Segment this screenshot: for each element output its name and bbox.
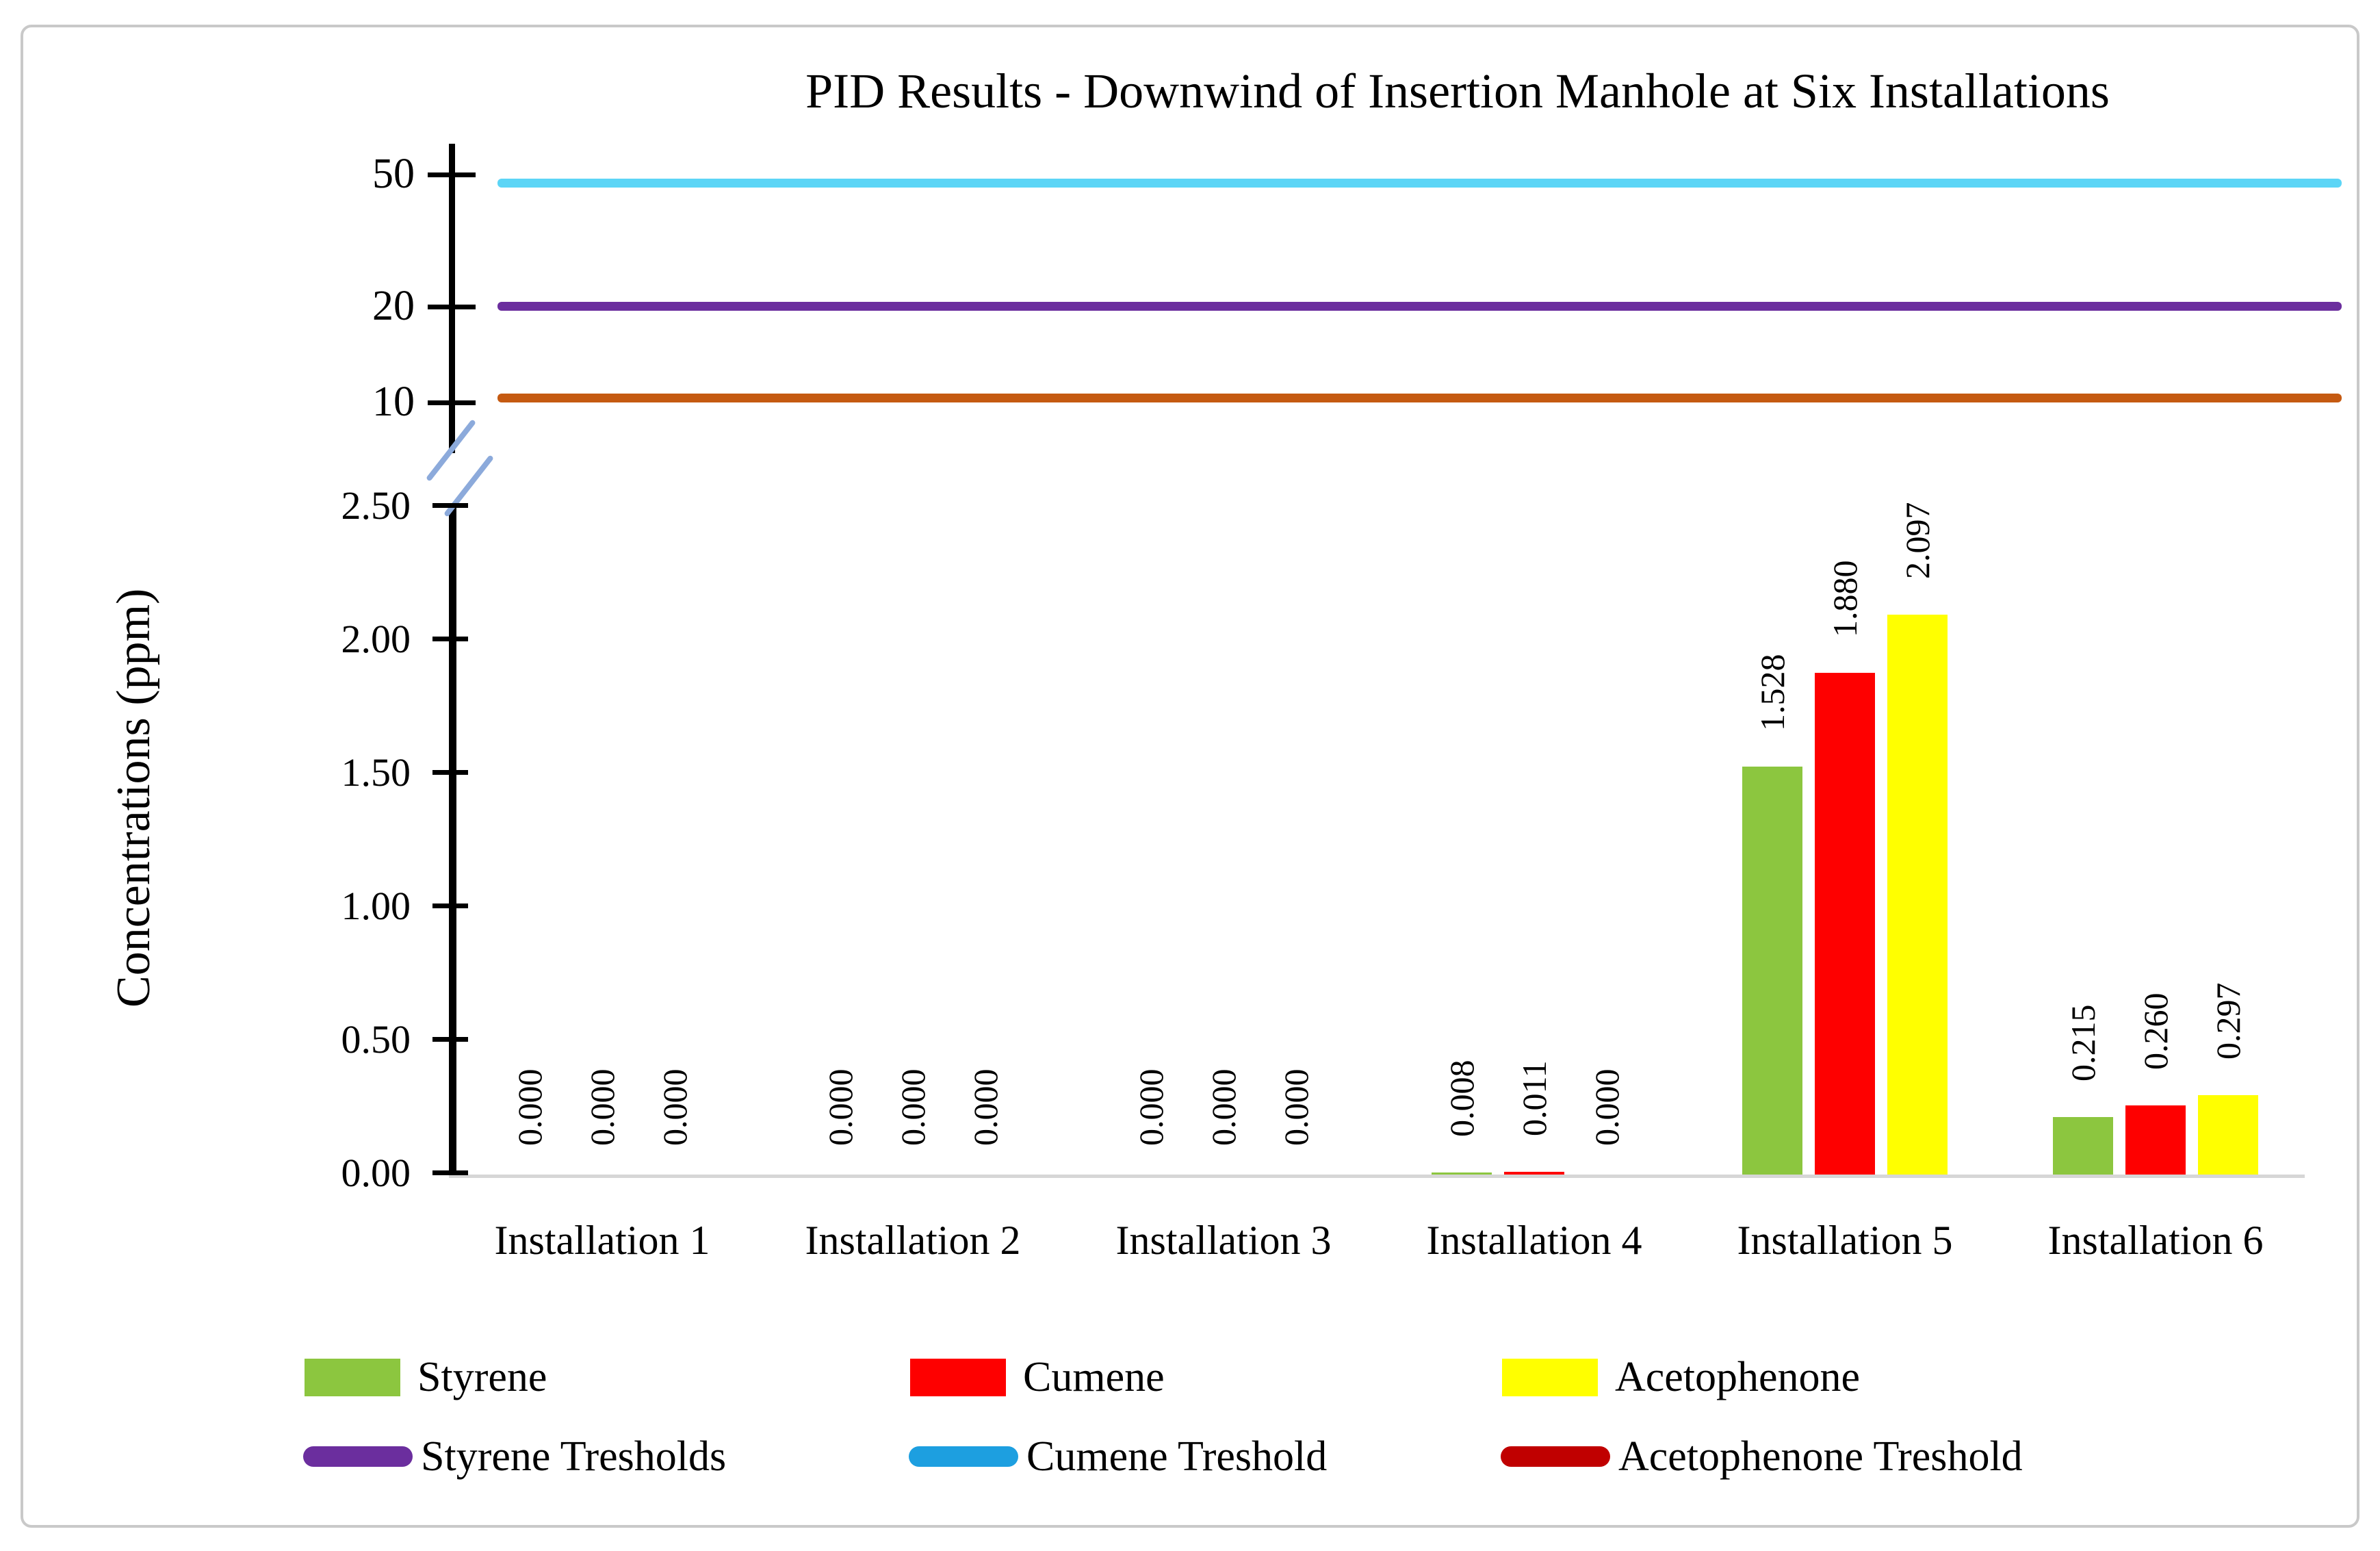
bar-cumene-6 bbox=[2125, 1105, 2186, 1175]
legend-label-acetophenone: Acetophenone bbox=[1615, 1354, 1861, 1400]
y-tick-label: 50 bbox=[372, 151, 415, 197]
y-tick bbox=[428, 172, 476, 177]
y-tick-label: 20 bbox=[372, 283, 415, 329]
bar-value-label: 0.000 bbox=[894, 1068, 932, 1146]
legend-swatch-cumene bbox=[910, 1359, 1006, 1396]
y-axis-lower-segment bbox=[449, 503, 456, 1175]
legend-swatch-acetophenone bbox=[1502, 1359, 1598, 1396]
bar-value-label: 2.097 bbox=[1898, 502, 1937, 580]
legend-label-styrene-tresholds: Styrene Tresholds bbox=[421, 1433, 727, 1480]
bar-value-label: 0.008 bbox=[1443, 1060, 1481, 1138]
legend-line-styrene-tresholds bbox=[303, 1446, 413, 1467]
bar-value-label: 0.000 bbox=[966, 1068, 1005, 1146]
y-tick bbox=[432, 1037, 468, 1042]
legend-line-cumene-treshold bbox=[909, 1446, 1018, 1467]
threshold-line-cumene-treshold bbox=[497, 179, 2342, 188]
bar-cumene-4 bbox=[1504, 1172, 1564, 1175]
bar-styrene-6 bbox=[2053, 1117, 2113, 1175]
x-axis-line bbox=[449, 1175, 2305, 1178]
threshold-line-acetophenone-treshold bbox=[497, 394, 2342, 402]
bar-value-label: 0.000 bbox=[1204, 1068, 1243, 1146]
y-tick-label: 1.50 bbox=[341, 750, 411, 795]
x-axis-label-2: Installation 2 bbox=[805, 1218, 1021, 1263]
legend-swatch-styrene bbox=[305, 1359, 400, 1396]
bar-value-label: 1.528 bbox=[1753, 654, 1792, 732]
y-tick-label: 0.00 bbox=[341, 1151, 411, 1195]
y-tick bbox=[428, 305, 476, 309]
bar-value-label: 0.011 bbox=[1515, 1060, 1553, 1136]
y-tick-label: 1.00 bbox=[341, 884, 411, 928]
bar-value-label: 0.000 bbox=[510, 1068, 549, 1146]
bar-value-label: 0.000 bbox=[1588, 1068, 1626, 1146]
x-axis-label-6: Installation 6 bbox=[2047, 1218, 2264, 1263]
y-axis-title: Concentrations (ppm) bbox=[107, 588, 160, 1008]
y-tick-label: 2.00 bbox=[341, 617, 411, 661]
y-axis-upper-segment bbox=[449, 144, 455, 453]
bar-value-label: 0.000 bbox=[821, 1068, 859, 1146]
legend-label-styrene: Styrene bbox=[417, 1354, 547, 1400]
bar-value-label: 0.000 bbox=[1277, 1068, 1315, 1146]
bar-acetophenone-6 bbox=[2198, 1095, 2258, 1175]
bar-value-label: 0.000 bbox=[1132, 1068, 1170, 1146]
y-tick-label: 2.50 bbox=[341, 483, 411, 528]
bar-value-label: 0.000 bbox=[656, 1068, 694, 1146]
y-tick bbox=[432, 637, 468, 641]
legend-label-cumene-treshold: Cumene Treshold bbox=[1026, 1433, 1328, 1480]
y-tick bbox=[432, 503, 468, 508]
x-axis-label-3: Installation 3 bbox=[1115, 1218, 1332, 1263]
x-axis-label-1: Installation 1 bbox=[494, 1218, 710, 1263]
y-tick-label: 10 bbox=[372, 379, 415, 425]
bar-styrene-5 bbox=[1742, 767, 1802, 1175]
x-axis-label-5: Installation 5 bbox=[1737, 1218, 1953, 1263]
y-tick bbox=[432, 903, 468, 908]
bar-value-label: 0.260 bbox=[2136, 992, 2175, 1071]
y-tick bbox=[432, 1170, 468, 1175]
legend-line-acetophenone-treshold bbox=[1501, 1446, 1610, 1467]
x-axis-label-4: Installation 4 bbox=[1426, 1218, 1642, 1263]
legend-label-cumene: Cumene bbox=[1023, 1354, 1165, 1400]
bar-value-label: 0.000 bbox=[583, 1068, 621, 1146]
legend-label-acetophenone-treshold: Acetophenone Treshold bbox=[1618, 1433, 2023, 1480]
threshold-line-styrene-tresholds bbox=[497, 302, 2342, 311]
bar-styrene-4 bbox=[1432, 1172, 1492, 1175]
y-tick-label: 0.50 bbox=[341, 1017, 411, 1062]
bar-value-label: 0.297 bbox=[2209, 982, 2247, 1060]
bar-cumene-5 bbox=[1815, 673, 1875, 1175]
y-tick bbox=[432, 770, 468, 775]
y-tick bbox=[428, 400, 476, 405]
bar-value-label: 0.215 bbox=[2064, 1004, 2102, 1082]
bar-value-label: 1.880 bbox=[1826, 560, 1864, 638]
bar-acetophenone-5 bbox=[1887, 615, 1948, 1175]
figure-border bbox=[21, 25, 2359, 1528]
chart-title: PID Results - Downwind of Insertion Manh… bbox=[805, 64, 2110, 118]
